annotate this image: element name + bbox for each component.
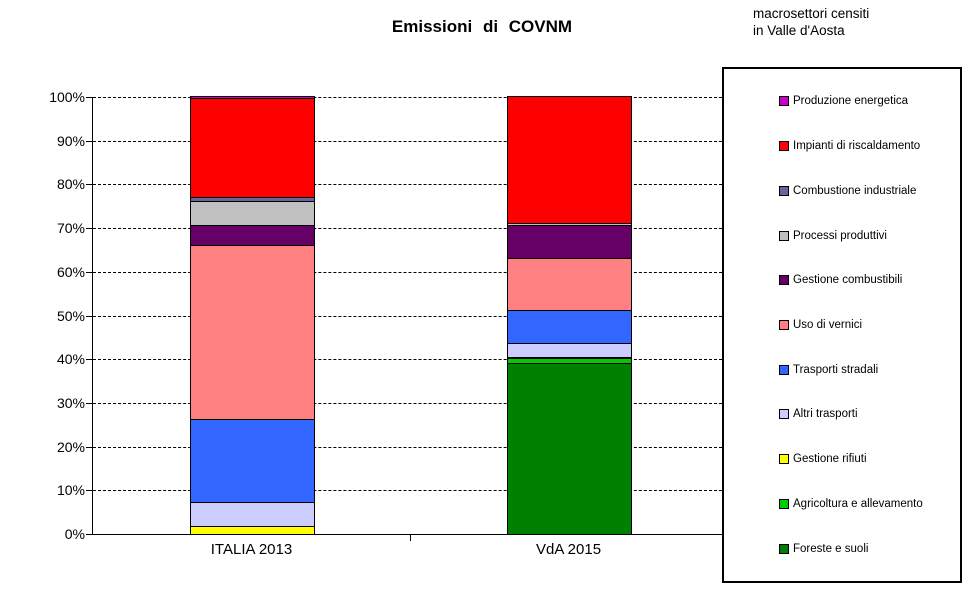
legend-item-gestione-combustibili: Gestione combustibili [779,274,956,286]
bar-segment-impianti-di-riscaldamento [508,97,631,224]
y-axis-tick [86,228,92,230]
bar-segment-uso-di-vernici [191,245,314,421]
legend-item-trasporti-stradali: Trasporti stradali [779,364,956,376]
y-axis-tick [86,140,92,142]
legend-item-foreste-e-suoli: Foreste e suoli [779,543,956,555]
y-axis-tick [86,315,92,317]
legend-label-trasporti-stradali: Trasporti stradali [793,363,879,376]
gridline-80pct [93,184,727,186]
legend-label-processi-produttivi: Processi produttivi [793,229,887,242]
bar-segment-impianti-di-riscaldamento [191,99,314,198]
chart-note-line-1: macrosettori censiti [753,6,870,21]
y-tick-label-40pct: 40% [56,351,85,368]
bar-segment-produzione-energetica [191,97,314,100]
y-axis [92,97,93,535]
x-axis-tick [410,535,411,541]
legend-label-agricoltura-e-allevamento: Agricoltura e allevamento [793,497,923,510]
y-tick-label-90pct: 90% [56,132,85,149]
legend-swatch-combustione-industriale [779,185,789,196]
legend-label-combustione-industriale: Combustione industriale [793,184,917,197]
y-axis-tick [86,271,92,273]
y-tick-label-70pct: 70% [56,220,85,237]
y-tick-label-60pct: 60% [56,263,85,280]
bar-segment-combustione-industriale [191,197,314,202]
y-axis-tick [86,402,92,404]
y-tick-label-80pct: 80% [56,176,85,193]
legend-swatch-gestione-combustibili [779,275,789,286]
y-axis-tick [86,446,92,448]
bar-segment-processi-produttivi [191,201,314,226]
x-category-label-vda-2015: VdA 2015 [535,541,602,558]
gridline-60pct [93,271,727,273]
gridline-100pct [93,97,727,98]
chart-note-line-2: in Valle d'Aosta [753,23,845,38]
legend-label-impianti-di-riscaldamento: Impianti di riscaldamento [793,140,921,153]
legend-item-agricoltura-e-allevamento: Agricoltura e allevamento [779,498,956,510]
legend-item-processi-produttivi: Processi produttivi [779,230,956,242]
legend-item-combustione-industriale: Combustione industriale [779,185,956,197]
bar-segment-gestione-rifiuti [191,527,314,534]
legend-item-impianti-di-riscaldamento: Impianti di riscaldamento [779,140,956,152]
bar-vda-2015 [507,96,632,534]
gridline-70pct [93,228,727,230]
gridline-20pct [93,446,727,448]
legend-swatch-agricoltura-e-allevamento [779,498,789,509]
bar-segment-processi-produttivi [508,223,631,226]
y-tick-label-100pct: 100% [49,89,85,105]
bar-segment-foreste-e-suoli [508,363,631,534]
x-axis [92,534,728,535]
legend-item-gestione-rifiuti: Gestione rifiuti [779,453,956,465]
legend-swatch-uso-di-vernici [779,319,789,330]
chart-title: Emissioni di COVNM [391,17,573,36]
y-axis-tick [86,490,92,492]
legend-label-uso-di-vernici: Uso di vernici [793,318,863,331]
legend-swatch-gestione-rifiuti [779,454,789,465]
bar-segment-gestione-rifiuti [508,357,631,360]
legend-label-altri-trasporti: Altri trasporti [793,408,858,421]
bar-segment-altri-trasporti [191,503,314,528]
legend-swatch-processi-produttivi [779,230,789,241]
gridline-90pct [93,140,727,142]
legend-item-altri-trasporti: Altri trasporti [779,408,956,420]
legend-swatch-impianti-di-riscaldamento [779,141,789,152]
gridline-40pct [93,359,727,361]
y-tick-label-10pct: 10% [56,482,85,499]
gridline-10pct [93,490,727,492]
legend-swatch-altri-trasporti [779,409,789,420]
legend-swatch-produzione-energetica [779,96,789,107]
x-category-label-italia-2013: ITALIA 2013 [210,541,293,558]
legend-swatch-foreste-e-suoli [779,543,789,554]
legend-box: Produzione energetica Impianti di riscald… [722,67,962,583]
y-axis-tick [86,97,92,98]
gridline-30pct [93,402,727,404]
legend-label-gestione-combustibili: Gestione combustibili [793,274,903,287]
bar-segment-trasporti-stradali [508,311,631,344]
bar-segment-agricoltura-e-allevamento [508,359,631,364]
chart-note: macrosettori censiti in Valle d'Aosta [753,5,869,39]
plot-area [86,96,728,541]
bar-segment-uso-di-vernici [508,258,631,312]
y-tick-label-30pct: 30% [56,394,85,411]
legend-label-gestione-rifiuti: Gestione rifiuti [793,453,867,466]
bar-segment-gestione-combustibili [191,225,314,246]
legend-item-produzione-energetica: Produzione energetica [779,95,956,107]
y-tick-label-20pct: 20% [56,438,85,455]
legend-item-uso-di-vernici: Uso di vernici [779,319,956,331]
y-axis-tick [86,359,92,361]
bar-segment-gestione-combustibili [508,225,631,259]
y-axis-tick [86,184,92,186]
bar-italia-2013 [190,96,315,534]
y-tick-label-50pct: 50% [56,307,85,324]
gridline-50pct [93,315,727,317]
y-axis-tick [86,534,92,535]
legend-label-produzione-energetica: Produzione energetica [793,95,909,108]
bar-segment-altri-trasporti [508,343,631,358]
legend-swatch-trasporti-stradali [779,364,789,375]
legend-label-foreste-e-suoli: Foreste e suoli [793,542,869,555]
bar-segment-trasporti-stradali [191,420,314,504]
y-tick-label-0pct: 0% [64,526,85,542]
